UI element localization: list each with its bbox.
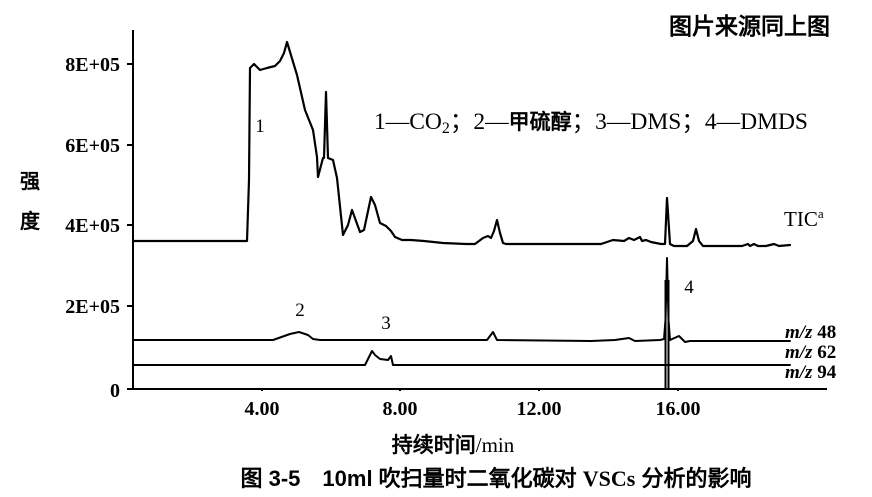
svg-text:TICa: TICa — [784, 206, 824, 231]
svg-text:度: 度 — [20, 209, 41, 233]
svg-text:8.00: 8.00 — [383, 398, 418, 420]
svg-text:1: 1 — [255, 116, 265, 137]
svg-text:2: 2 — [295, 300, 305, 321]
svg-text:m/z 48: m/z 48 — [785, 322, 836, 343]
svg-text:4.00: 4.00 — [245, 398, 280, 420]
svg-text:8E+05: 8E+05 — [65, 54, 120, 76]
svg-text:图片来源同上图: 图片来源同上图 — [669, 13, 830, 39]
svg-text:0: 0 — [110, 380, 120, 402]
svg-text:2E+05: 2E+05 — [65, 296, 120, 318]
svg-text:16.00: 16.00 — [656, 398, 701, 420]
svg-text:12.00: 12.00 — [517, 398, 562, 420]
svg-text:4: 4 — [684, 277, 694, 298]
svg-text:m/z 62: m/z 62 — [785, 342, 836, 363]
svg-text:3: 3 — [381, 313, 391, 334]
svg-text:6E+05: 6E+05 — [65, 135, 120, 157]
svg-text:4E+05: 4E+05 — [65, 215, 120, 237]
svg-text:图 3-5 10ml 吹扫量时二氧化碳对 VSCs 分析的影: 图 3-5 10ml 吹扫量时二氧化碳对 VSCs 分析的影响 — [241, 466, 752, 491]
svg-text:1—CO2；2—甲硫醇；3—DMS；4—DMDS: 1—CO2；2—甲硫醇；3—DMS；4—DMDS — [374, 109, 808, 137]
svg-text:强: 强 — [20, 171, 40, 193]
svg-text:m/z 94: m/z 94 — [785, 362, 837, 383]
svg-text:持续时间/min: 持续时间/min — [392, 433, 515, 457]
